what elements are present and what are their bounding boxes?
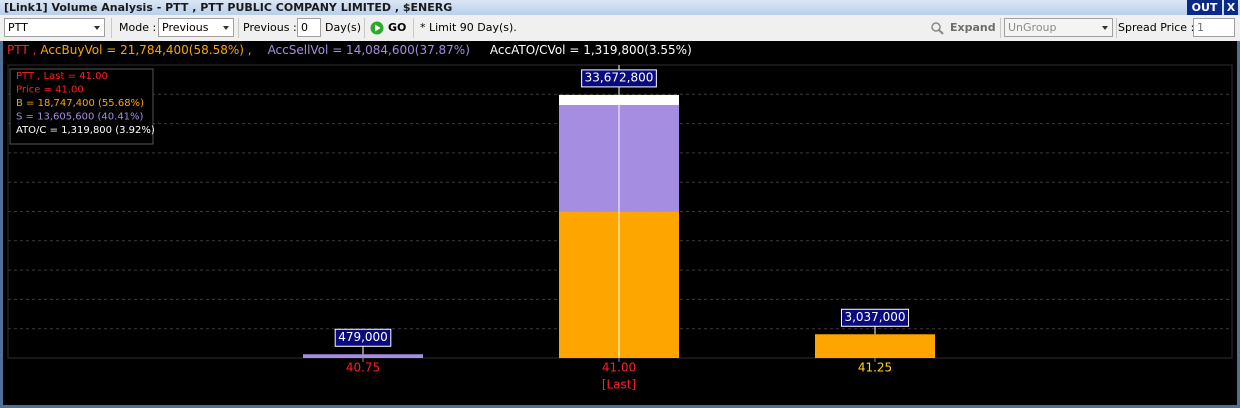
symbol-combo[interactable]: PTT (4, 18, 105, 37)
chart: PTT , AccBuyVol = 21,784,400(58.58%) , Acc… (3, 41, 1237, 405)
spread-label: Spread Price : (1118, 21, 1195, 34)
out-button[interactable]: OUT (1187, 0, 1222, 15)
info-line: Price = 41.00 (16, 85, 84, 96)
total-label: 3,037,000 (844, 310, 905, 324)
go-label: GO (388, 21, 407, 34)
total-label-box (840, 308, 910, 327)
expand-label: Expand (950, 21, 996, 34)
group-combo[interactable]: UnGroup (1004, 18, 1113, 37)
limit-note: * Limit 90 Day(s). (420, 21, 517, 34)
separator (1000, 18, 1001, 38)
total-label: 479,000 (338, 330, 388, 344)
previous-days-input[interactable]: 0 (297, 18, 321, 37)
previous-label: Previous : (243, 21, 297, 34)
summary-item: AccBuyVol = 21,784,400(58.58%) , (40, 43, 251, 57)
expand-icon (931, 22, 944, 35)
info-box (9, 68, 154, 145)
total-label-box (334, 328, 392, 347)
summary-line: PTT , AccBuyVol = 21,784,400(58.58%) , Acc… (7, 43, 692, 57)
x-tick-label: 41.25 (858, 361, 892, 375)
mode-label: Mode : (119, 21, 157, 34)
info-line: S = 13,605,600 (40.41%) (16, 112, 144, 123)
total-label: 33,672,800 (585, 70, 654, 84)
mode-combo[interactable]: Previous (158, 18, 234, 37)
info-line: ATO/C = 1,319,800 (3.92%) (16, 125, 155, 136)
x-tick-label: 40.75 (346, 361, 380, 375)
window-title: [Link1] Volume Analysis - PTT , PTT PUBL… (4, 1, 453, 14)
separator (238, 18, 239, 38)
x-tick-label: 41.00 (602, 361, 636, 375)
go-button[interactable]: GO (370, 19, 410, 37)
last-label: [Last] (602, 378, 636, 392)
summary-item: PTT , (7, 43, 36, 57)
go-icon (370, 21, 384, 35)
separator (413, 18, 414, 38)
bar-segment (303, 354, 423, 358)
spread-price-input[interactable]: 1 (1193, 18, 1235, 37)
title-bar: [Link1] Volume Analysis - PTT , PTT PUBL… (0, 0, 1240, 15)
summary-item: AccATO/CVol = 1,319,800(3.55%) (490, 43, 692, 57)
bar-segment (815, 334, 935, 358)
info-line: B = 18,747,400 (55.68%) (16, 98, 144, 109)
summary-item: AccSellVol = 14,084,600(37.87%) (268, 43, 470, 57)
separator (364, 18, 365, 38)
toolbar: PTT Mode : Previous Previous : 0 Day(s) … (0, 15, 1240, 41)
expand-button[interactable]: Expand (930, 19, 996, 37)
days-label: Day(s) (325, 21, 362, 34)
separator (1116, 18, 1117, 38)
separator (111, 18, 112, 38)
close-button[interactable]: X (1224, 0, 1238, 15)
total-label-box (581, 69, 657, 88)
info-line: PTT , Last = 41.00 (16, 71, 108, 82)
